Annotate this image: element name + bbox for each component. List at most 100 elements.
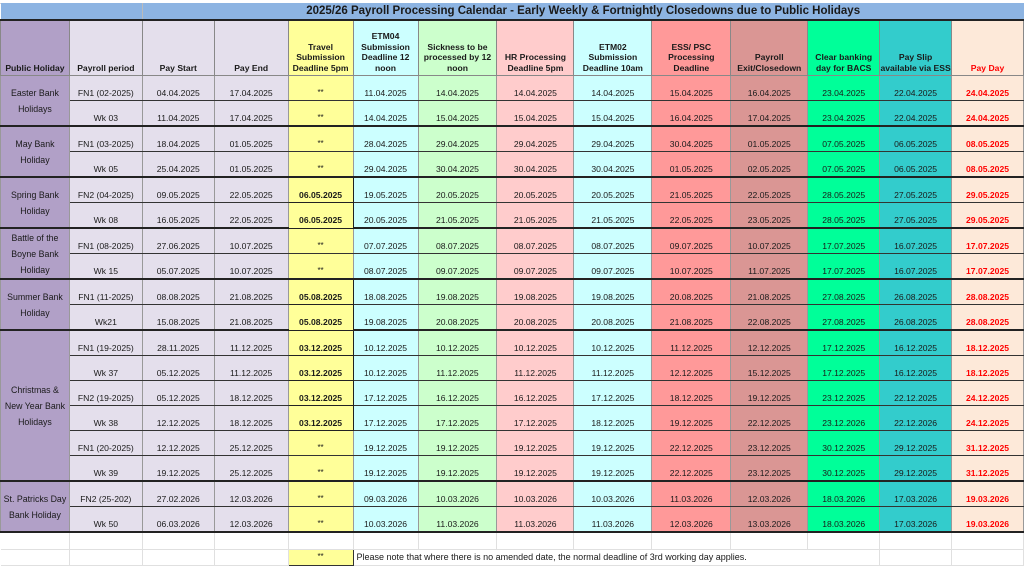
bacs-day-cell[interactable]: 17.07.2025 (807, 228, 881, 254)
pay-day-cell[interactable]: 24.04.2025 (951, 75, 1024, 101)
travel-deadline-cell[interactable]: ** (287, 75, 354, 101)
empty-cell[interactable] (807, 549, 881, 566)
travel-deadline-cell[interactable]: ** (287, 430, 354, 456)
pay-day-cell[interactable]: 29.05.2025 (951, 202, 1024, 229)
hr-deadline-cell[interactable]: 11.03.2026 (496, 506, 575, 533)
empty-cell[interactable] (353, 532, 419, 550)
etm04-deadline-cell[interactable]: 19.08.2025 (352, 304, 419, 331)
public-holiday-cell[interactable]: May Bank Holiday (0, 126, 70, 178)
payslip-available-cell[interactable]: 16.12.2025 (879, 355, 953, 381)
etm02-deadline-cell[interactable]: 17.12.2025 (573, 380, 653, 406)
etm04-deadline-cell[interactable]: 19.12.2025 (352, 430, 419, 456)
bacs-day-cell[interactable]: 07.05.2025 (807, 126, 881, 152)
payroll-exit-cell[interactable]: 01.05.2025 (730, 126, 809, 152)
sickness-deadline-cell[interactable]: 20.08.2025 (417, 304, 498, 331)
pay-end-cell[interactable]: 01.05.2025 (213, 126, 289, 152)
public-holiday-cell[interactable]: Battle of the Boyne Bank Holiday (0, 228, 70, 280)
header-etm02-deadline[interactable]: ETM02 Submission Deadline 10am (573, 19, 653, 76)
payslip-available-cell[interactable]: 22.12.2025 (879, 380, 953, 406)
empty-cell[interactable] (730, 532, 809, 550)
hr-deadline-cell[interactable]: 19.12.2025 (496, 430, 575, 456)
header-pay-start[interactable]: Pay Start (141, 19, 215, 76)
header-etm04-deadline[interactable]: ETM04 Submission Deadline 12 noon (352, 19, 419, 76)
payroll-period-cell[interactable]: FN1 (03-2025) (68, 126, 143, 152)
etm04-deadline-cell[interactable]: 08.07.2025 (352, 253, 419, 280)
hr-deadline-cell[interactable]: 20.05.2025 (496, 177, 575, 203)
payslip-available-cell[interactable]: 16.12.2025 (879, 330, 953, 356)
etm02-deadline-cell[interactable]: 20.08.2025 (573, 304, 653, 331)
etm02-deadline-cell[interactable]: 08.07.2025 (573, 228, 653, 254)
empty-cell[interactable] (0, 549, 70, 566)
empty-cell[interactable] (651, 532, 732, 550)
empty-cell[interactable] (288, 532, 354, 550)
payslip-available-cell[interactable]: 22.04.2025 (879, 100, 953, 127)
payroll-period-cell[interactable]: Wk 15 (68, 253, 143, 280)
pay-end-cell[interactable]: 21.08.2025 (213, 279, 289, 305)
bacs-day-cell[interactable]: 17.12.2025 (807, 330, 881, 356)
payroll-period-cell[interactable]: Wk21 (68, 304, 143, 331)
footnote-key-cell[interactable]: ** (287, 549, 354, 566)
hr-deadline-cell[interactable]: 08.07.2025 (496, 228, 575, 254)
empty-cell[interactable] (69, 532, 143, 550)
header-payslip-available[interactable]: Pay Slip available via ESS (879, 19, 953, 76)
ess-psc-deadline-cell[interactable]: 10.07.2025 (651, 253, 732, 280)
footnote-text[interactable]: Please note that where there is no amend… (353, 549, 808, 566)
title-blank-cell[interactable] (0, 3, 143, 21)
travel-deadline-cell[interactable]: 03.12.2025 (287, 355, 354, 381)
payroll-exit-cell[interactable]: 19.12.2025 (730, 380, 809, 406)
etm02-deadline-cell[interactable]: 21.05.2025 (573, 202, 653, 229)
etm04-deadline-cell[interactable]: 07.07.2025 (352, 228, 419, 254)
bacs-day-cell[interactable]: 28.05.2025 (807, 202, 881, 229)
payroll-period-cell[interactable]: FN1 (02-2025) (68, 75, 143, 101)
payroll-exit-cell[interactable]: 22.05.2025 (730, 177, 809, 203)
page-title[interactable]: 2025/26 Payroll Processing Calendar - Ea… (142, 3, 1024, 21)
payroll-exit-cell[interactable]: 23.12.2025 (730, 430, 809, 456)
bacs-day-cell[interactable]: 17.12.2025 (807, 355, 881, 381)
header-travel-deadline[interactable]: Travel Submission Deadline 5pm (287, 19, 354, 76)
sickness-deadline-cell[interactable]: 11.03.2026 (417, 506, 498, 533)
empty-cell[interactable] (573, 532, 653, 550)
pay-start-cell[interactable]: 15.08.2025 (141, 304, 215, 331)
ess-psc-deadline-cell[interactable]: 12.12.2025 (651, 355, 732, 381)
pay-end-cell[interactable]: 10.07.2025 (213, 228, 289, 254)
bacs-day-cell[interactable]: 30.12.2025 (807, 455, 881, 482)
sickness-deadline-cell[interactable]: 09.07.2025 (417, 253, 498, 280)
sickness-deadline-cell[interactable]: 30.04.2025 (417, 151, 498, 178)
sickness-deadline-cell[interactable]: 15.04.2025 (417, 100, 498, 127)
pay-day-cell[interactable]: 24.12.2025 (951, 380, 1024, 406)
public-holiday-cell[interactable]: St. Patricks Day Bank Holiday (0, 481, 70, 533)
payroll-period-cell[interactable]: FN1 (19-2025) (68, 330, 143, 356)
payroll-exit-cell[interactable]: 23.05.2025 (730, 202, 809, 229)
header-pay-end[interactable]: Pay End (213, 19, 289, 76)
sickness-deadline-cell[interactable]: 11.12.2025 (417, 355, 498, 381)
empty-cell[interactable] (807, 532, 881, 550)
pay-start-cell[interactable]: 05.12.2025 (141, 355, 215, 381)
payroll-exit-cell[interactable]: 21.08.2025 (730, 279, 809, 305)
empty-cell[interactable] (496, 532, 575, 550)
payroll-period-cell[interactable]: FN2 (25-202) (68, 481, 143, 507)
pay-start-cell[interactable]: 12.12.2025 (141, 405, 215, 431)
pay-day-cell[interactable]: 19.03.2026 (951, 506, 1024, 533)
pay-day-cell[interactable]: 24.12.2025 (951, 405, 1024, 431)
etm04-deadline-cell[interactable]: 17.12.2025 (352, 380, 419, 406)
empty-cell[interactable] (879, 549, 953, 566)
ess-psc-deadline-cell[interactable]: 20.08.2025 (651, 279, 732, 305)
pay-end-cell[interactable]: 25.12.2025 (213, 455, 289, 482)
empty-cell[interactable] (214, 532, 289, 550)
pay-end-cell[interactable]: 17.04.2025 (213, 100, 289, 127)
bacs-day-cell[interactable]: 18.03.2026 (807, 506, 881, 533)
etm04-deadline-cell[interactable]: 09.03.2026 (352, 481, 419, 507)
bacs-day-cell[interactable]: 23.12.2025 (807, 380, 881, 406)
pay-day-cell[interactable]: 18.12.2025 (951, 330, 1024, 356)
ess-psc-deadline-cell[interactable]: 30.04.2025 (651, 126, 732, 152)
etm02-deadline-cell[interactable]: 15.04.2025 (573, 100, 653, 127)
etm02-deadline-cell[interactable]: 11.03.2026 (573, 506, 653, 533)
bacs-day-cell[interactable]: 17.07.2025 (807, 253, 881, 280)
pay-start-cell[interactable]: 08.08.2025 (141, 279, 215, 305)
sickness-deadline-cell[interactable]: 16.12.2025 (417, 380, 498, 406)
etm02-deadline-cell[interactable]: 14.04.2025 (573, 75, 653, 101)
hr-deadline-cell[interactable]: 20.08.2025 (496, 304, 575, 331)
sickness-deadline-cell[interactable]: 10.03.2026 (417, 481, 498, 507)
hr-deadline-cell[interactable]: 10.12.2025 (496, 330, 575, 356)
sickness-deadline-cell[interactable]: 14.04.2025 (417, 75, 498, 101)
